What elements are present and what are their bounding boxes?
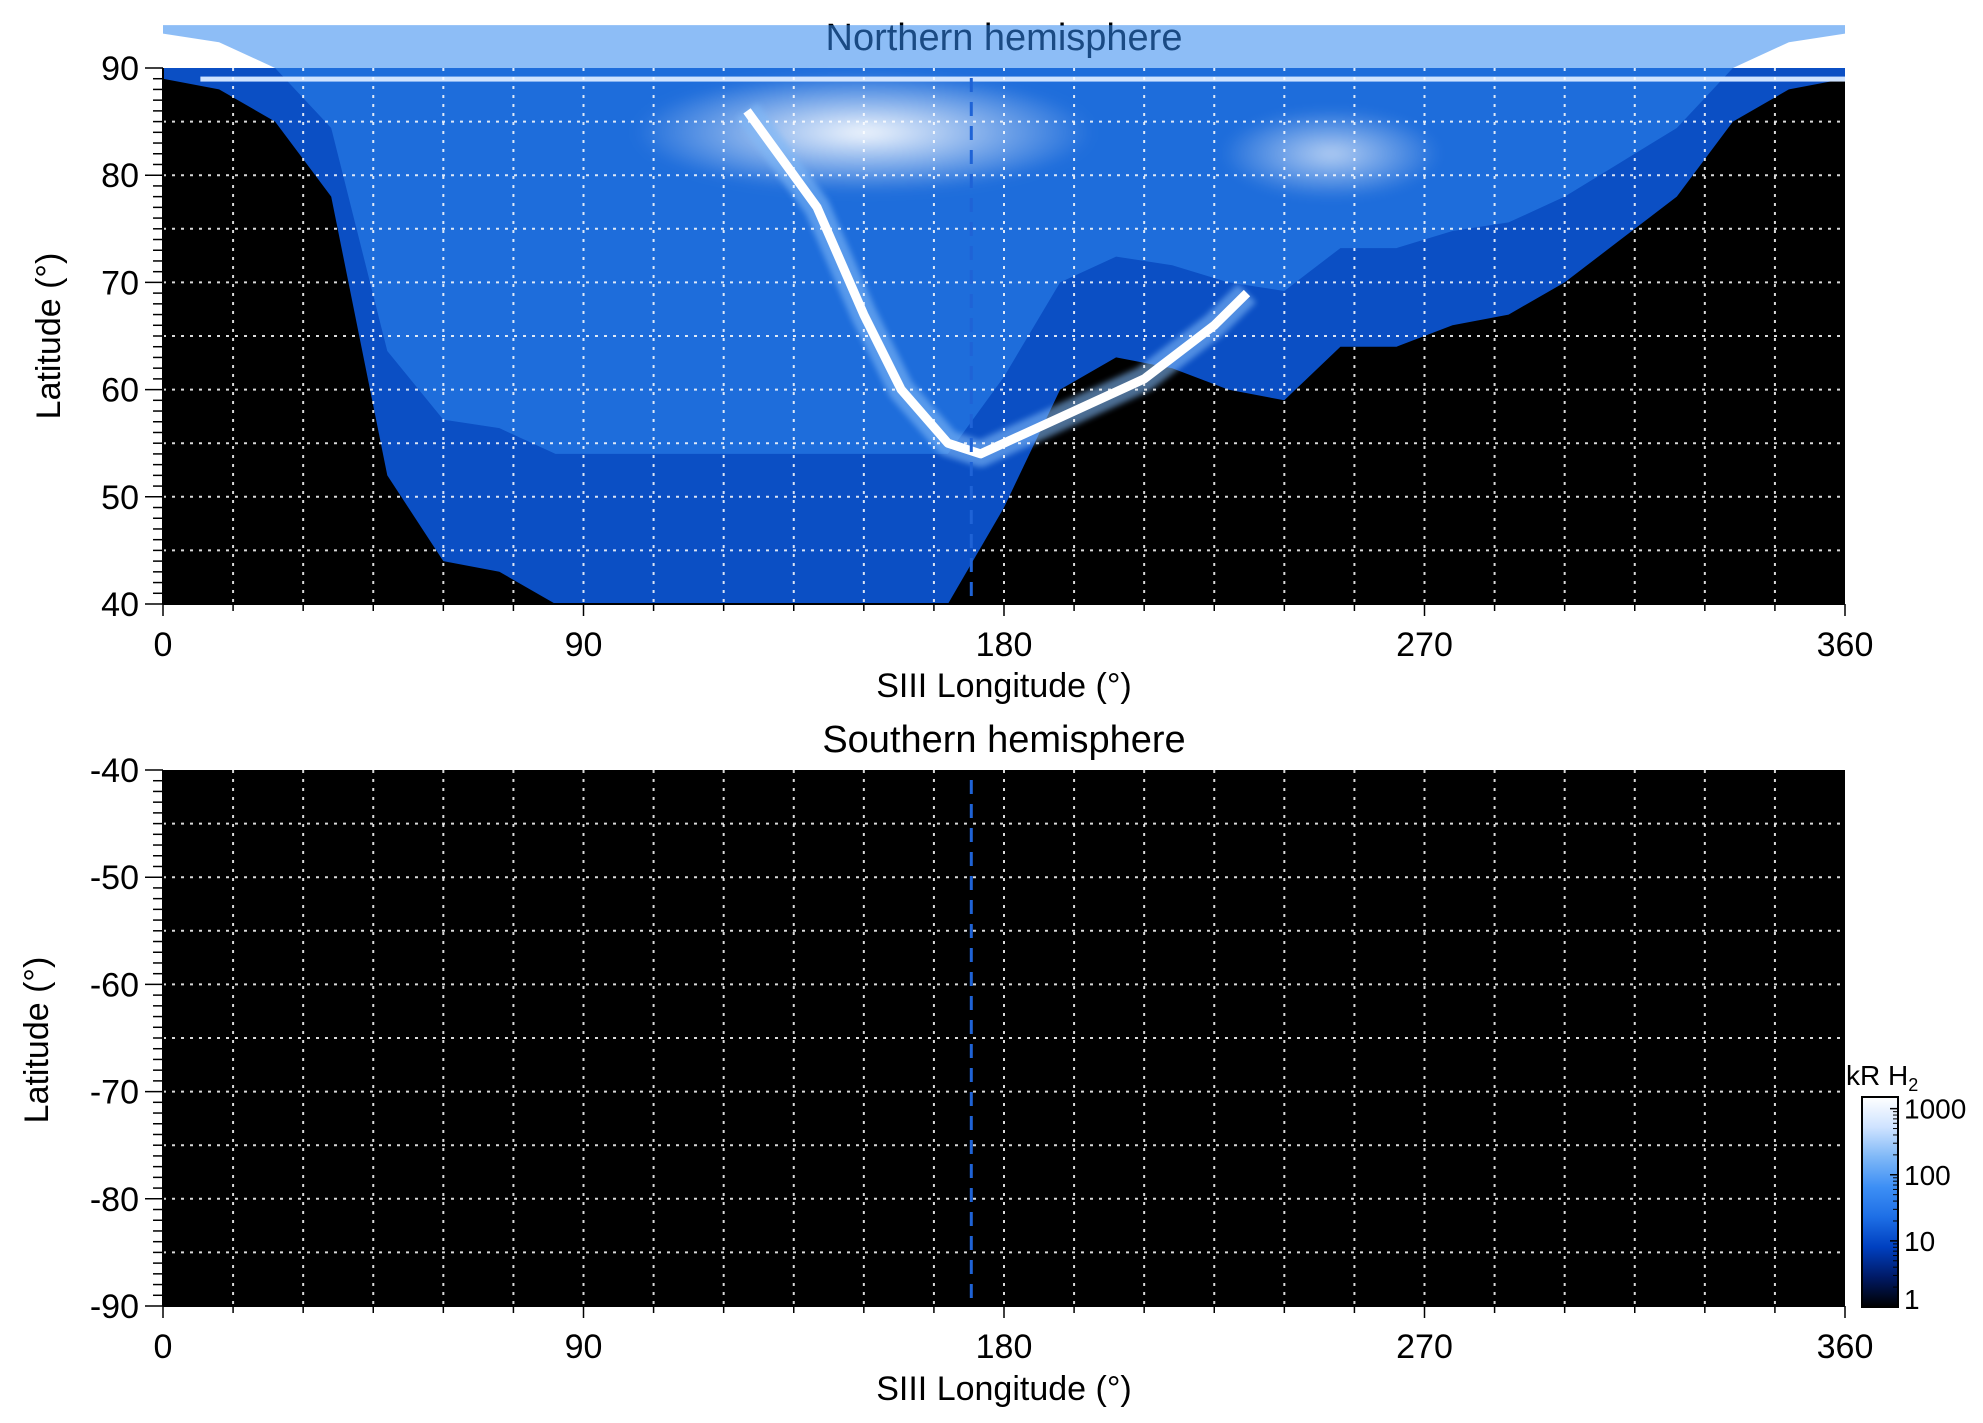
north-y-tick-label: 70 [101,264,139,302]
colorbar-label-main: kR H [1846,1060,1908,1091]
north-cap-highlight-east [1221,108,1442,199]
colorbar: kR H2 1000 100 10 1 [1846,1060,1966,1315]
colorbar-tick-label: 1 [1904,1284,1920,1315]
south-y-tick-label: -50 [90,859,139,897]
north-y-tick-label: 50 [101,479,139,517]
colorbar-label-subscript: 2 [1908,1075,1918,1095]
north-grid [163,68,1845,604]
north-y-tick-label: 90 [101,50,139,88]
south-y-axis-label: Latitude (°) [18,957,56,1124]
north-x-tick-label: 360 [1817,626,1874,664]
north-pole-band [200,76,1845,82]
colorbar-tick-label: 100 [1904,1160,1951,1191]
south-y-tick-label: -90 [90,1288,139,1326]
north-x-tick-label: 270 [1396,626,1453,664]
south-x-tick-label: 270 [1396,1328,1453,1366]
north-x-tick-label: 0 [154,626,173,664]
colorbar-ticks: 1000 100 10 1 [1890,1094,1966,1315]
south-title: Southern hemisphere [822,719,1185,761]
colorbar-gradient [1861,1096,1899,1308]
south-x-tick-label: 90 [565,1328,603,1366]
south-panel: Southern hemisphere -40 -50 -60 -70 -80 -90 0 9… [18,719,1873,1408]
north-x-tick-label: 90 [565,626,603,664]
colorbar-label: kR H2 [1846,1060,1918,1095]
south-x-tick-label: 360 [1817,1328,1874,1366]
south-grid [163,770,1845,1306]
south-y-tick-label: -60 [90,966,139,1004]
south-y-tick-label: -40 [90,752,139,790]
south-y-tick-label: -80 [90,1181,139,1219]
north-y-tick-label: 80 [101,157,139,195]
north-y-tick-label: 60 [101,372,139,410]
north-y-tick-label: 40 [101,586,139,624]
north-y-axis-label: Latitude (°) [30,253,68,420]
north-oval-layer [736,103,1257,467]
north-axes: 40 50 60 70 80 90 0 90 180 270 360 [101,50,1873,664]
north-x-axis-label: SIII Longitude (°) [876,667,1132,705]
colorbar-tick-label: 1000 [1904,1094,1966,1125]
south-axes: -40 -50 -60 -70 -80 -90 0 90 180 270 360 [90,752,1874,1366]
south-x-axis-label: SIII Longitude (°) [876,1370,1132,1408]
north-main-oval [743,108,1251,459]
south-y-tick-label: -70 [90,1074,139,1112]
south-x-tick-label: 180 [976,1328,1033,1366]
north-x-tick-label: 180 [976,626,1033,664]
colorbar-tick-label: 10 [1904,1226,1935,1257]
south-x-tick-label: 0 [154,1328,173,1366]
north-panel: Northern hemisphere 40506070809009018027… [30,17,1873,705]
